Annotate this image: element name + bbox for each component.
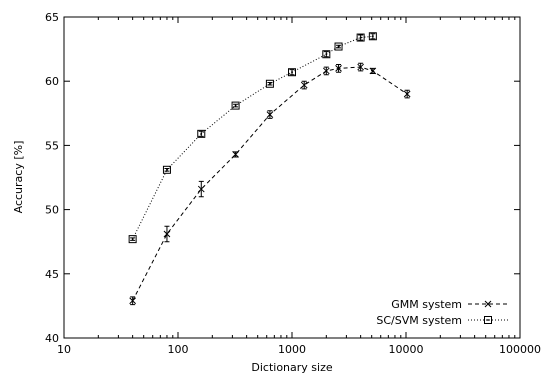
- data-point-x-marker: [322, 67, 330, 75]
- x-axis-title: Dictionary size: [251, 361, 332, 374]
- legend-label: GMM system: [391, 298, 462, 311]
- y-tick-label: 65: [45, 11, 59, 24]
- data-point-x-marker: [403, 90, 411, 98]
- x-axis-ticks: 10 100 1000 10000 100000: [57, 17, 541, 356]
- data-point-x-marker: [129, 297, 136, 305]
- data-point-square-dot: [337, 45, 340, 48]
- series-line: [132, 35, 373, 240]
- y-tick-label: 45: [45, 268, 59, 281]
- y-axis-title: Accuracy [%]: [12, 141, 25, 214]
- data-point-x-marker: [357, 63, 364, 71]
- data-point-square-marker: [356, 33, 365, 42]
- series-gmm-system: [129, 62, 411, 306]
- y-axis-ticks: 40 45 50 55 60 65: [45, 11, 520, 345]
- data-point-square-dot: [269, 82, 271, 85]
- data-point-x-marker: [484, 300, 492, 308]
- x-tick-label: 10: [57, 343, 71, 356]
- data-point-x-marker: [232, 151, 239, 158]
- data-point-x-marker: [163, 230, 171, 238]
- x-tick-label: 10000: [389, 343, 424, 356]
- data-point-square-marker: [368, 32, 377, 41]
- data-point-square-marker: [322, 50, 331, 59]
- data-point-square-marker: [231, 101, 240, 110]
- data-point-x-marker: [335, 65, 342, 72]
- y-tick-label: 60: [45, 75, 59, 88]
- data-point-x-marker: [197, 185, 205, 193]
- data-point-square-dot: [291, 71, 293, 74]
- data-point-square-dot: [200, 133, 203, 135]
- data-point-square-dot: [487, 319, 489, 321]
- series-sc-svm-system: [128, 32, 377, 244]
- data-point-square-marker: [197, 129, 206, 138]
- series-line: [132, 66, 408, 301]
- data-point-square-marker: [162, 165, 171, 174]
- data-point-square-marker: [484, 316, 492, 324]
- legend: GMM system SC/SVM system: [376, 298, 508, 327]
- data-point-x-marker: [266, 111, 274, 118]
- plot-frame: [63, 16, 521, 339]
- data-point-square-dot: [359, 36, 362, 39]
- legend-label: SC/SVM system: [376, 314, 462, 327]
- x-tick-label: 100: [168, 343, 189, 356]
- series-layer: [128, 32, 411, 306]
- x-tick-label: 1000: [278, 343, 306, 356]
- data-point-square-dot: [325, 53, 328, 56]
- data-point-square-marker: [288, 68, 296, 77]
- data-point-x-marker: [369, 67, 377, 75]
- data-point-square-marker: [128, 235, 137, 244]
- data-point-square-dot: [234, 104, 237, 107]
- data-point-square-dot: [166, 168, 168, 171]
- data-point-x-marker: [300, 81, 308, 89]
- data-point-square-dot: [372, 35, 374, 38]
- y-tick-label: 40: [45, 332, 59, 345]
- data-point-square-marker: [265, 79, 274, 88]
- data-point-square-marker: [334, 42, 343, 51]
- data-point-square-dot: [131, 238, 134, 240]
- x-tick-label: 100000: [499, 343, 541, 356]
- y-tick-label: 50: [45, 204, 59, 217]
- y-tick-label: 55: [45, 139, 59, 152]
